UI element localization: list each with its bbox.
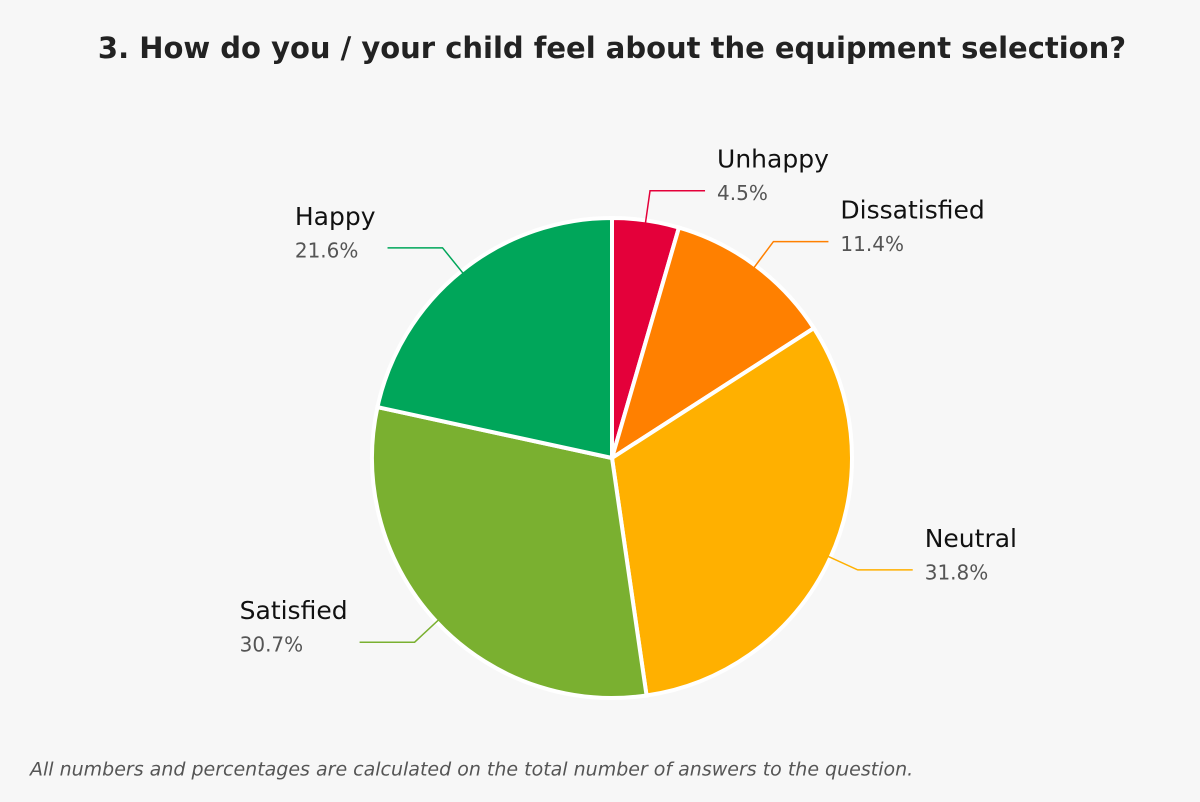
slice-value-label: 31.8% bbox=[925, 560, 989, 584]
slice-value-label: 11.4% bbox=[840, 232, 904, 256]
slice-label: Dissatisfied bbox=[840, 196, 984, 225]
slice-label: Neutral bbox=[925, 524, 1017, 553]
leader-line bbox=[644, 189, 706, 227]
footnote: All numbers and percentages are calculat… bbox=[28, 759, 913, 781]
slice-value-label: 21.6% bbox=[295, 238, 359, 262]
leader-line bbox=[359, 617, 442, 643]
slice-label: Satisfied bbox=[240, 596, 348, 625]
slice-label: Unhappy bbox=[717, 145, 829, 174]
leader-line bbox=[751, 240, 829, 271]
slice-value-label: 30.7% bbox=[240, 633, 304, 657]
leader-line bbox=[387, 247, 466, 277]
slice-value-label: 4.5% bbox=[717, 181, 768, 205]
slice-label: Happy bbox=[295, 202, 376, 231]
leader-line bbox=[824, 554, 913, 571]
chart-title: 3. How do you / your child feel about th… bbox=[98, 31, 1126, 65]
